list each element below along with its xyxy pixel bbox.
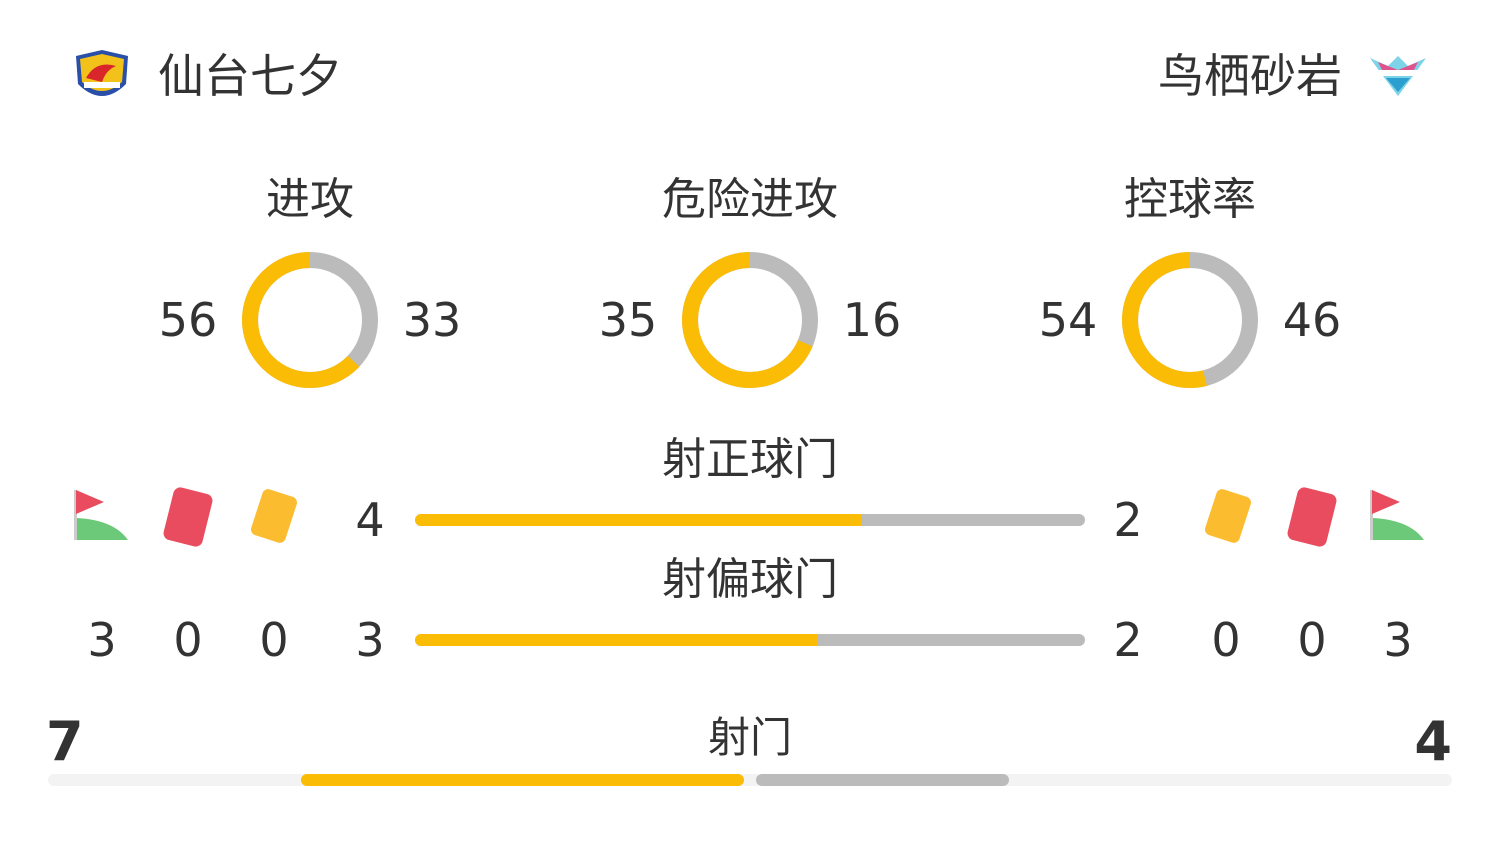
on-target-label: 射正球门: [662, 434, 838, 485]
home-red-cards: 0: [173, 613, 203, 667]
donut-home-arc: [682, 252, 818, 388]
away-off-target: 2: [1113, 613, 1143, 667]
home-on-target: 4: [355, 493, 385, 547]
donut-home-value: 54: [1038, 293, 1098, 347]
away-logo: [1368, 52, 1428, 98]
shots-home-bar: [301, 774, 744, 786]
off-target-label: 射偏球门: [662, 554, 838, 605]
shots-track: [48, 774, 1452, 786]
away-team-name: 鸟栖砂岩: [1158, 49, 1342, 103]
off-target-bar: [415, 634, 1085, 646]
donut-chart: [1122, 252, 1258, 388]
off-target-home-fill: [415, 634, 817, 646]
donut-away-value: 16: [842, 293, 902, 347]
donut-away-value: 33: [402, 293, 462, 347]
donut-home-arc: [242, 252, 378, 388]
donut-home-value: 56: [158, 293, 218, 347]
on-target-bar: [415, 514, 1085, 526]
donut-chart: [682, 252, 818, 388]
away-corner-flag-icon: [1370, 490, 1424, 540]
donut-label: 危险进攻: [662, 174, 838, 225]
home-shots: 7: [46, 710, 84, 773]
donut-label: 进攻: [266, 174, 354, 225]
shots-label: 射门: [707, 713, 792, 762]
away-on-target: 2: [1113, 493, 1143, 547]
on-target-home-fill: [415, 514, 862, 526]
away-red-cards: 0: [1297, 613, 1327, 667]
home-off-target: 3: [355, 613, 385, 667]
away-red-card-icon: [1287, 487, 1337, 547]
donut-label: 控球率: [1124, 174, 1256, 225]
home-corners: 3: [87, 613, 117, 667]
donut-home-value: 35: [598, 293, 658, 347]
away-shots: 4: [1414, 710, 1452, 773]
home-team-name: 仙台七夕: [158, 49, 342, 103]
shots-away-bar: [756, 774, 1010, 786]
away-yellow-cards: 0: [1211, 613, 1241, 667]
yellow-card-icon: [251, 489, 297, 543]
away-yellow-card-icon: [1205, 489, 1251, 543]
red-card-icon: [163, 487, 213, 547]
away-corners: 3: [1383, 613, 1413, 667]
home-yellow-cards: 0: [259, 613, 289, 667]
home-logo: [72, 48, 132, 104]
donut-chart: [242, 252, 378, 388]
donut-home-arc: [1122, 252, 1258, 388]
donut-away-value: 46: [1282, 293, 1342, 347]
corner-flag-icon: [74, 490, 128, 540]
